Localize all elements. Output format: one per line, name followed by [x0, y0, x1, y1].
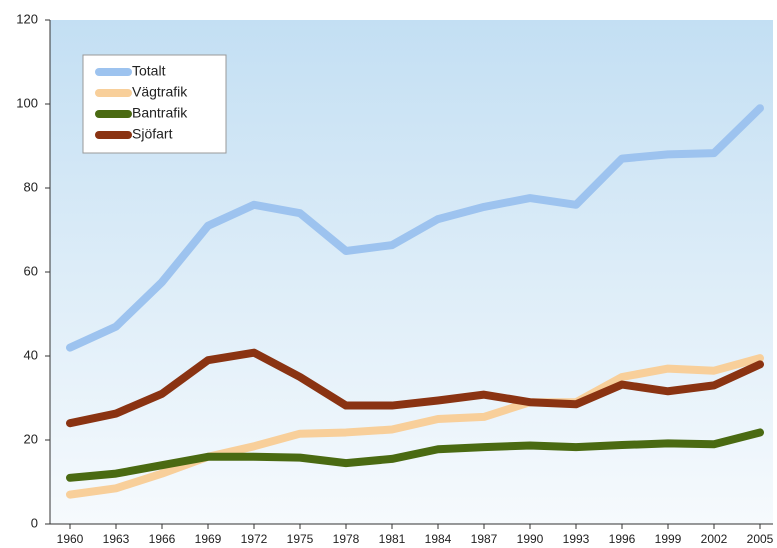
x-tick-label: 2005 [747, 532, 774, 546]
x-tick-label: 1978 [333, 532, 360, 546]
x-tick-label: 1972 [241, 532, 268, 546]
x-tick-label: 1981 [379, 532, 406, 546]
x-tick-label: 1969 [195, 532, 222, 546]
x-tick-label: 1960 [57, 532, 84, 546]
series-line [66, 104, 764, 352]
y-tick-label: 20 [24, 431, 38, 446]
x-tick-label: 1990 [517, 532, 544, 546]
x-tick-label: 2002 [701, 532, 728, 546]
x-tick-label: 1963 [103, 532, 130, 546]
y-tick-label: 40 [24, 347, 38, 362]
x-tick-label: 1987 [471, 532, 498, 546]
y-tick-label: 120 [16, 11, 38, 26]
x-tick-label: 1996 [609, 532, 636, 546]
series-line [66, 348, 764, 428]
x-tick-label: 1966 [149, 532, 176, 546]
x-tick-label: 1999 [655, 532, 682, 546]
x-tick-label: 1993 [563, 532, 590, 546]
y-tick-label: 100 [16, 95, 38, 110]
legend-label: Vägtrafik [132, 84, 188, 100]
legend-label: Totalt [132, 63, 166, 79]
x-tick-label: 1975 [287, 532, 314, 546]
legend-label: Sjöfart [132, 126, 173, 142]
y-tick-label: 60 [24, 263, 38, 278]
y-tick-label: 80 [24, 179, 38, 194]
legend-label: Bantrafik [132, 105, 188, 121]
series-line [66, 428, 764, 482]
x-tick-label: 1984 [425, 532, 452, 546]
y-tick-label: 0 [31, 515, 38, 530]
series-line [66, 354, 764, 499]
